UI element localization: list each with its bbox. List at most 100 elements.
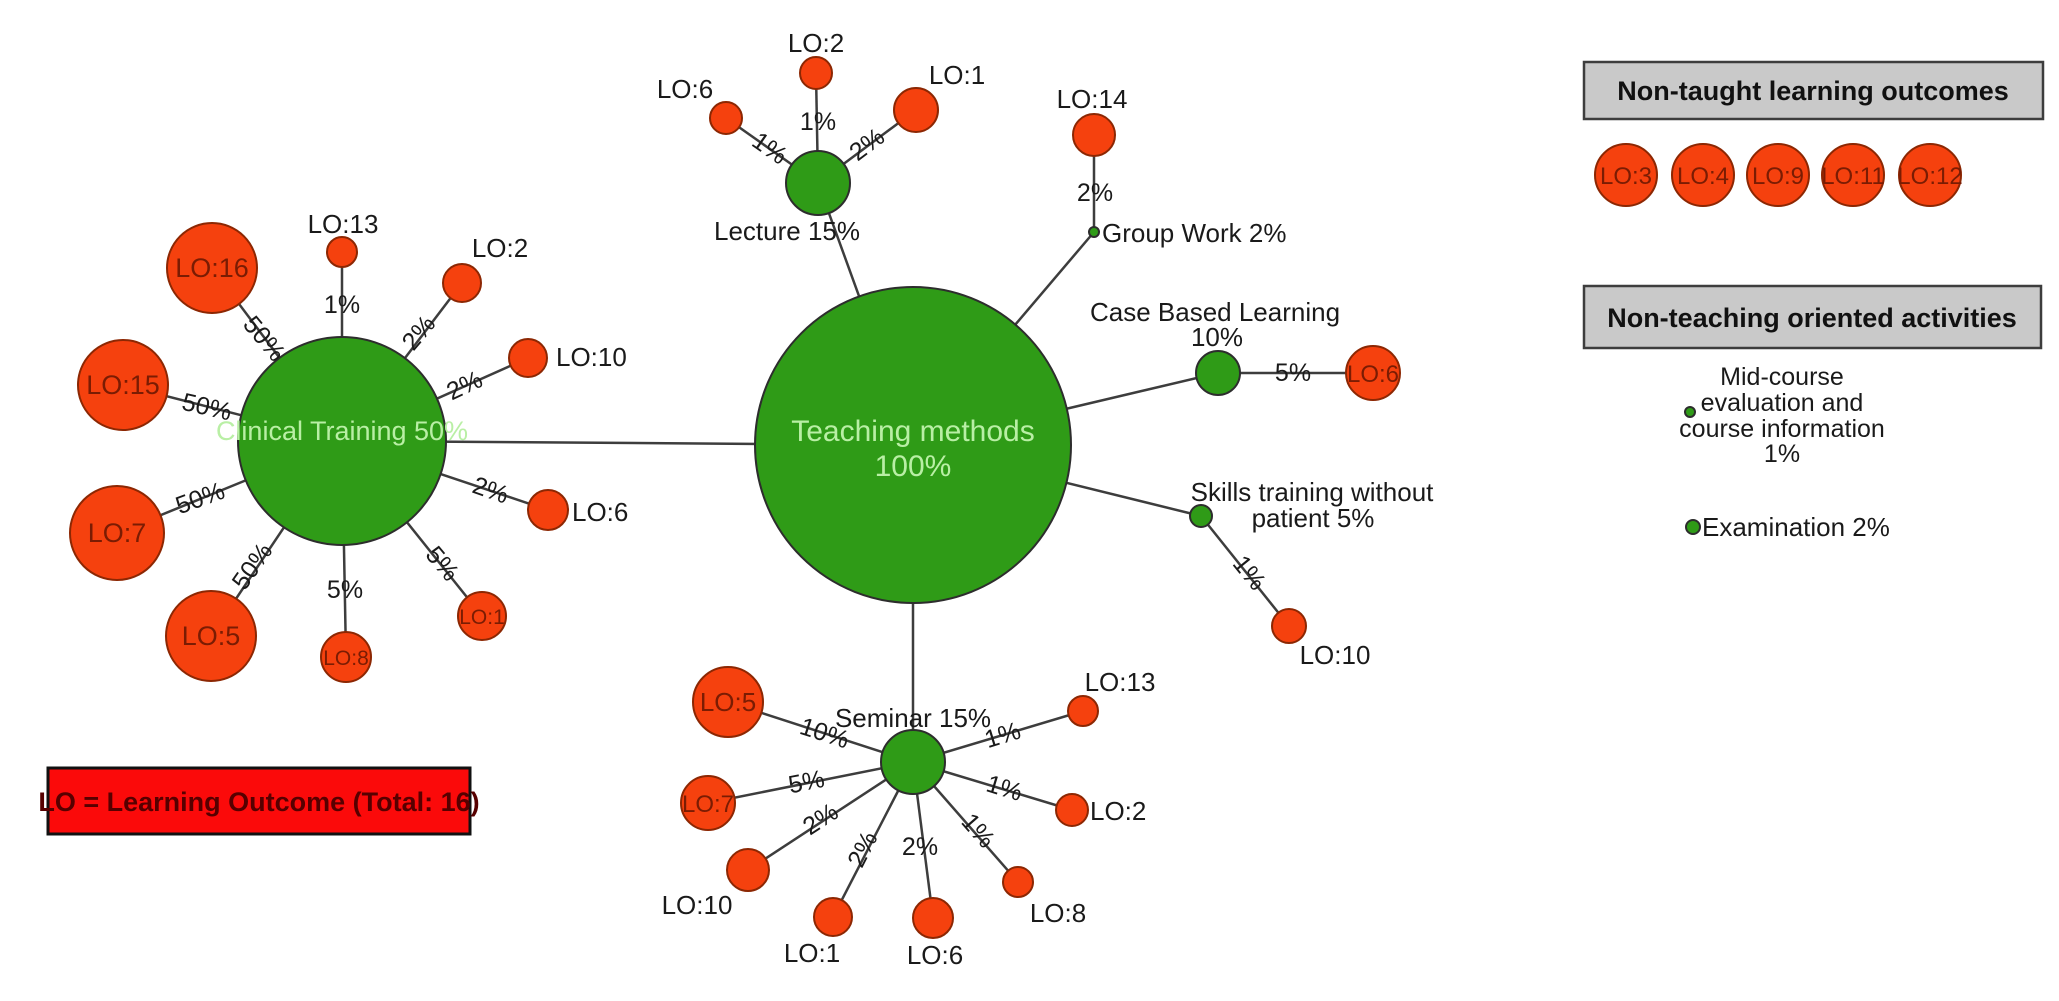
pct-seminar-lo8: 1% [956, 808, 1001, 854]
seminar-lo6-label: LO:6 [907, 940, 963, 970]
midcourse-line1: Mid-course [1720, 363, 1844, 391]
legend-non-teaching-box [1582, 284, 2043, 350]
pct-seminar-lo10: 2% [798, 798, 844, 841]
node-clinical-lo5 [165, 590, 257, 682]
clinical-lo15-inlabel: LO:15 [86, 370, 160, 400]
outcome-outside-labels: LO:13 LO:2 LO:10 LO:6 LO:6 LO:2 LO:1 LO:… [308, 28, 1371, 970]
lo-note-box [46, 766, 472, 836]
clinical-lo16-inlabel: LO:16 [175, 253, 249, 283]
node-casebased-lo6 [1345, 345, 1401, 401]
node-clinical-training [237, 336, 447, 546]
clinical-lo2-label: LO:2 [472, 233, 528, 263]
seminar-label: Seminar 15% [835, 703, 991, 733]
node-seminar-lo6 [912, 897, 954, 939]
root-label-line1: Teaching methods [791, 415, 1035, 448]
clinical-lo6-label: LO:6 [572, 497, 628, 527]
legend-lo4-label: LO:4 [1677, 163, 1729, 190]
node-seminar-lo1 [813, 897, 853, 937]
node-groupwork-lo14 [1072, 113, 1116, 157]
node-clinical-lo1 [457, 591, 507, 641]
legend-lo9-label: LO:9 [1752, 163, 1804, 190]
node-lecture-lo6 [709, 101, 743, 135]
method-node-labels: Teaching methods 100% Clinical Training … [216, 216, 1434, 733]
pct-seminar-lo2: 1% [983, 770, 1026, 807]
node-teaching-methods [754, 286, 1072, 604]
node-lecture-lo2 [799, 56, 833, 90]
node-groupwork-dot [1088, 226, 1100, 238]
lo-note-text: LO = Learning Outcome (Total: 16) [38, 787, 479, 817]
seminar-lo5-inlabel: LO:5 [700, 687, 756, 717]
pct-clinical-lo8: 5% [327, 576, 363, 604]
node-seminar-lo10 [726, 848, 770, 892]
node-clinical-lo13 [326, 236, 358, 268]
casebased-label-line2: 10% [1191, 322, 1243, 352]
edge-skills-lo10 [1200, 515, 1290, 627]
legend-non-teaching-title: Non-teaching oriented activities [1607, 303, 2017, 333]
seminar-lo8-label: LO:8 [1030, 898, 1086, 928]
skills-lo10-label: LO:10 [1300, 640, 1371, 670]
pct-clinical-lo2: 2% [397, 310, 442, 356]
legend-lo9-circle [1746, 143, 1810, 207]
node-seminar-lo13 [1067, 695, 1099, 727]
node-clinical-lo8 [320, 631, 372, 683]
clinical-label: Clinical Training 50% [216, 416, 468, 446]
node-skills-lo10 [1271, 608, 1307, 644]
legend-lo11-circle [1821, 143, 1885, 207]
node-clinical-lo16 [166, 222, 258, 314]
node-skills-dot [1189, 504, 1213, 528]
root-label-line2: 100% [875, 450, 952, 483]
seminar-lo2-label: LO:2 [1090, 796, 1146, 826]
node-clinical-lo2 [442, 263, 482, 303]
casebased-label-line1: Case Based Learning [1090, 297, 1340, 327]
pct-clinical-lo10: 2% [442, 365, 487, 406]
node-lecture [785, 150, 851, 216]
method-nodes [237, 150, 1241, 795]
pct-lecture-lo2: 1% [800, 108, 836, 136]
lo-note: LO = Learning Outcome (Total: 16) [38, 766, 480, 836]
legend-non-taught: Non-taught learning outcomes LO:3 LO:4 L… [1582, 60, 2045, 207]
outcome-inside-labels: LO:16 LO:15 LO:7 LO:5 LO:8 LO:1 LO:6 LO:… [86, 253, 1399, 818]
legend-lo12-circle [1898, 143, 1962, 207]
pct-seminar-lo6: 2% [902, 833, 938, 861]
node-seminar-lo7 [680, 775, 736, 831]
outcome-nodes [69, 56, 1401, 939]
clinical-lo5-inlabel: LO:5 [182, 621, 241, 651]
seminar-lo7-inlabel: LO:7 [682, 791, 734, 818]
examination-label: Examination 2% [1702, 512, 1890, 542]
pct-clinical-lo13: 1% [324, 291, 360, 319]
clinical-lo13-label: LO:13 [308, 209, 379, 239]
node-seminar [880, 729, 946, 795]
clinical-lo7-inlabel: LO:7 [88, 518, 147, 548]
legend-non-teaching: Non-teaching oriented activities Mid-cou… [1582, 284, 2043, 542]
lecture-label: Lecture 15% [714, 216, 860, 246]
node-clinical-lo6 [527, 489, 569, 531]
clinical-lo8-inlabel: LO:8 [323, 647, 369, 670]
node-clinical-lo10 [508, 338, 548, 378]
node-seminar-lo8 [1002, 866, 1034, 898]
seminar-lo10-label: LO:10 [662, 890, 733, 920]
groupwork-label: Group Work 2% [1102, 218, 1286, 248]
edge-seminar-lo7 [707, 760, 914, 805]
legend-non-taught-box [1582, 60, 2045, 121]
pct-clinical-lo7: 50% [172, 477, 229, 520]
midcourse-dot [1684, 406, 1696, 418]
seminar-lo1-label: LO:1 [784, 938, 840, 968]
midcourse-line2: evaluation and [1701, 389, 1864, 417]
node-lecture-lo1 [893, 87, 939, 133]
pct-clinical-lo15: 50% [179, 388, 234, 427]
pct-lecture-lo6: 1% [747, 127, 793, 171]
lecture-lo1-label: LO:1 [929, 60, 985, 90]
groupwork-lo14-label: LO:14 [1057, 84, 1128, 114]
legend-lo3-circle [1594, 143, 1658, 207]
lecture-lo2-label: LO:2 [788, 28, 844, 58]
node-seminar-lo5 [692, 666, 764, 738]
pct-lecture-lo1: 2% [844, 123, 890, 167]
lecture-lo6-label: LO:6 [657, 74, 713, 104]
node-casebased [1195, 350, 1241, 396]
skills-edges [1200, 515, 1290, 627]
pct-groupwork-lo14: 2% [1077, 179, 1113, 207]
legend-lo4-circle [1671, 143, 1735, 207]
skills-label-line2: patient 5% [1252, 503, 1375, 533]
